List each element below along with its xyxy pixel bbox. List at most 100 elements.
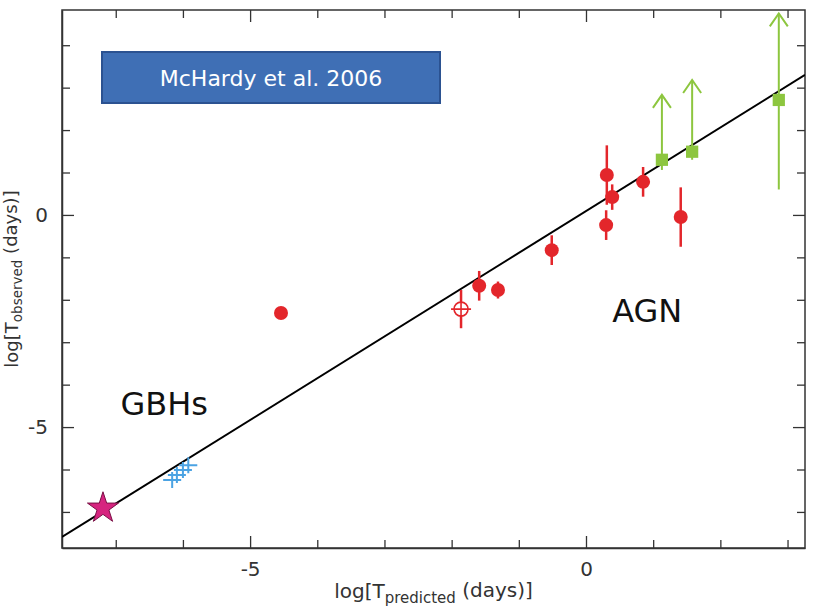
source-box-bg	[102, 52, 440, 103]
x-minor-axis-tick	[183, 540, 184, 548]
x-axis-tick-label: -5	[241, 557, 261, 581]
y-minor-axis-tick-mark	[62, 342, 70, 343]
marker-circle	[491, 283, 505, 297]
x-top-minor-axis-tick-mark	[451, 10, 452, 18]
x-top-minor-axis-tick-mark	[653, 10, 654, 18]
y-minor-axis-tick-mark	[62, 130, 70, 131]
marker-square	[773, 94, 785, 106]
y-axis-tick-label: 0	[35, 203, 48, 227]
y-right-minor-axis-tick	[797, 45, 805, 46]
marker-cross	[179, 457, 197, 473]
y-right-axis-tick-mark	[793, 215, 805, 216]
y-right-minor-axis-tick-mark	[797, 342, 805, 343]
x-top-minor-axis-tick	[116, 10, 117, 18]
marker-circle-cross	[451, 299, 471, 319]
y-minor-axis-tick-mark	[62, 512, 70, 513]
y-axis-title: log[Tobserved (days)]	[0, 190, 25, 367]
y-minor-axis-tick	[62, 173, 70, 174]
y-minor-axis-tick	[62, 300, 70, 301]
y-minor-axis-tick-mark	[62, 172, 70, 173]
y-axis: -5 0	[28, 11, 74, 549]
x-top-axis-tick-mark	[586, 10, 587, 22]
plot-area	[62, 13, 805, 537]
marker-square	[656, 154, 668, 166]
marker-circle	[472, 279, 486, 293]
y-minor-axis-tick	[62, 130, 70, 131]
marker-circle	[636, 175, 650, 189]
y-minor-axis-tick	[62, 470, 70, 471]
y-right-minor-axis-tick	[797, 385, 805, 386]
x-minor-axis-tick-mark	[116, 540, 117, 548]
y-right-minor-axis-tick	[797, 130, 805, 131]
y-minor-axis-tick-mark	[62, 384, 70, 385]
y-axis-tick-label: -5	[28, 415, 48, 439]
x-minor-axis-tick	[519, 540, 520, 548]
y-right-minor-axis-tick-mark	[797, 384, 805, 385]
x-top-axis-tick	[250, 10, 251, 22]
fit-line	[62, 75, 805, 537]
x-minor-axis	[116, 540, 788, 548]
series-square	[653, 13, 788, 189]
limit-arrow-head	[653, 95, 671, 108]
y-axis-title-subscript: observed	[9, 260, 25, 323]
x-top-axis-tick-mark	[250, 10, 251, 22]
x-axis-tick-mark	[586, 536, 587, 548]
x-top-minor-axis-tick-mark	[519, 10, 520, 18]
y-minor-axis-tick-mark	[62, 257, 70, 258]
x-minor-axis-tick	[788, 540, 789, 548]
x-top-minor-axis-tick-mark	[116, 10, 117, 18]
y-minor-axis-tick	[62, 342, 70, 343]
limit-arrow	[653, 95, 671, 170]
series-circle-cross	[451, 290, 471, 328]
x-top-minor-axis-tick	[720, 10, 721, 18]
x-top-minor-axis-tick-mark	[384, 10, 385, 18]
x-top-minor-axis-tick	[452, 10, 453, 18]
marker-circle	[274, 306, 288, 320]
x-minor-axis-tick-mark	[720, 540, 721, 548]
y-right-minor-axis-tick	[797, 470, 805, 471]
x-axis-title-part: (days)]	[456, 578, 533, 602]
x-axis: -50	[63, 536, 806, 581]
y-axis-tick: 0	[35, 203, 74, 227]
y-axis-title-part: (days)]	[0, 190, 21, 259]
annotation: AGN	[612, 292, 682, 330]
y-minor-axis-tick	[62, 88, 70, 89]
marker-circle	[600, 168, 614, 182]
limit-arrow-head	[770, 13, 788, 26]
y-minor-axis-tick	[62, 257, 70, 258]
x-top-minor-axis-tick-mark	[317, 10, 318, 18]
x-top-minor-axis-tick	[653, 10, 654, 18]
x-minor-axis-tick	[720, 540, 721, 548]
y-right-minor-axis-tick-mark	[797, 172, 805, 173]
y-right-minor-axis-tick-mark	[797, 130, 805, 131]
series-star	[87, 492, 118, 522]
annotation: GBHs	[120, 385, 207, 423]
x-axis-title: log[Tpredicted (days)]	[334, 578, 533, 607]
y-right-axis-tick	[793, 427, 805, 428]
x-minor-axis-tick-mark	[519, 540, 520, 548]
x-minor-axis-tick-mark	[451, 540, 452, 548]
x-minor-axis-tick	[317, 540, 318, 548]
x-top-minor-axis-tick	[519, 10, 520, 18]
x-axis-tick: -5	[241, 536, 261, 581]
chart: -50-50log[Tpredicted (days)]log[Tobserve…	[0, 0, 817, 616]
y-right-minor-axis-tick	[797, 257, 805, 258]
y-right-axis-tick	[793, 215, 805, 216]
y-right-minor-axis-tick-mark	[797, 87, 805, 88]
y-right-minor-axis-tick-mark	[797, 512, 805, 513]
x-top-minor-axis-tick	[317, 10, 318, 18]
x-axis-line	[63, 548, 806, 550]
limit-arrow	[683, 80, 701, 160]
y-minor-axis-tick	[62, 45, 70, 46]
source-text: McHardy et al. 2006	[160, 66, 382, 91]
y-axis-tick-mark	[62, 215, 74, 216]
y-right-minor-axis-tick-mark	[797, 45, 805, 46]
marker-circle	[605, 190, 619, 204]
x-top-axis	[251, 10, 587, 22]
x-minor-axis-tick-mark	[653, 540, 654, 548]
x-axis-tick-mark	[250, 536, 251, 548]
y-right-axis-tick-mark	[793, 427, 805, 428]
x-top-minor-axis-tick-mark	[183, 10, 184, 18]
x-minor-axis-tick-mark	[317, 540, 318, 548]
x-minor-axis-tick-mark	[787, 540, 788, 548]
